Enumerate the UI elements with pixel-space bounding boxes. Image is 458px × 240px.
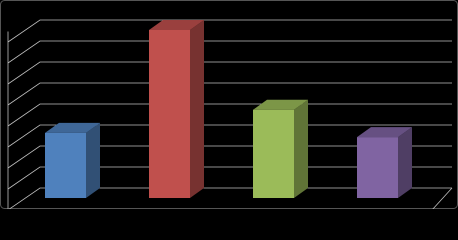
grid-line [8,187,452,209]
grid-line [7,103,452,127]
grid-line [7,124,452,148]
bar-front [253,109,294,198]
bar [45,122,100,198]
grid-line [7,166,452,190]
bar [149,20,204,198]
bar-top [357,127,412,138]
grid-line [7,145,452,169]
grid-line [7,82,452,106]
chart [0,0,458,209]
bar-front [45,132,86,198]
bar [253,99,308,198]
bar-top [149,20,204,30]
floor-edge [432,187,453,209]
bar-side [86,122,100,198]
grid-line [7,61,452,85]
bar-side [190,20,204,198]
bar-front [149,30,190,198]
bar-front [357,137,398,198]
bar [357,127,412,198]
bar-side [294,99,308,198]
bar-top [45,122,100,133]
bar-top [253,99,308,110]
grid-line [7,19,452,43]
grid-line [7,40,452,64]
bar-side [398,127,412,198]
